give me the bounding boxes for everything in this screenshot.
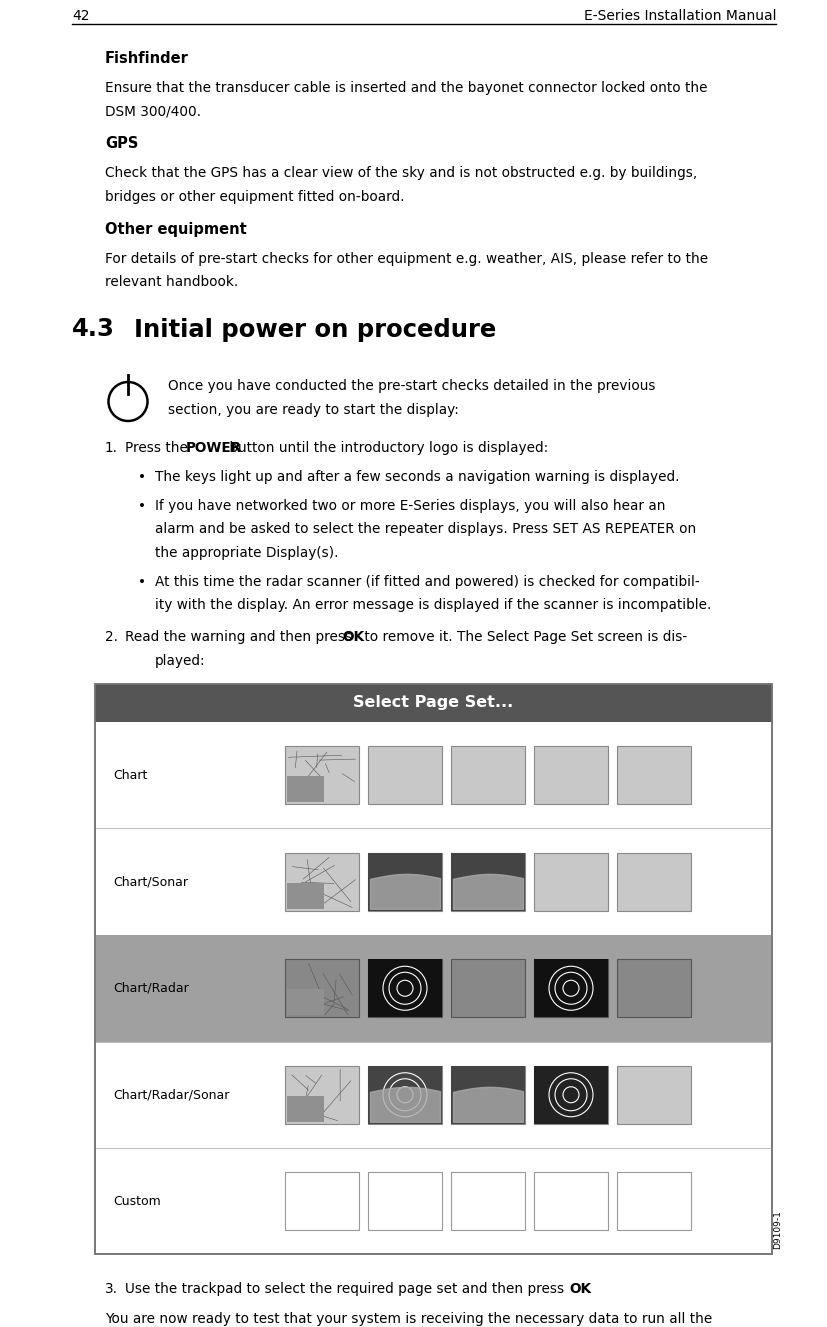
- Text: Once you have conducted the pre-start checks detailed in the previous: Once you have conducted the pre-start ch…: [168, 380, 655, 394]
- Text: bridges or other equipment fitted on-board.: bridges or other equipment fitted on-boa…: [105, 190, 404, 204]
- Text: 42: 42: [72, 9, 89, 23]
- FancyBboxPatch shape: [367, 1066, 442, 1124]
- Text: For details of pre-start checks for other equipment e.g. weather, AIS, please re: For details of pre-start checks for othe…: [105, 252, 707, 265]
- FancyBboxPatch shape: [367, 1066, 442, 1124]
- Text: Press the: Press the: [125, 441, 192, 455]
- FancyBboxPatch shape: [95, 936, 771, 1042]
- Text: Other equipment: Other equipment: [105, 222, 246, 238]
- Text: alarm and be asked to select the repeater displays. Press SET AS REPEATER on: alarm and be asked to select the repeate…: [155, 523, 696, 536]
- FancyBboxPatch shape: [367, 746, 442, 804]
- Text: Custom: Custom: [112, 1194, 160, 1208]
- FancyBboxPatch shape: [287, 1096, 323, 1121]
- Text: section, you are ready to start the display:: section, you are ready to start the disp…: [168, 403, 458, 417]
- Text: OK: OK: [342, 630, 364, 645]
- Text: You are now ready to test that your system is receiving the necessary data to ru: You are now ready to test that your syst…: [105, 1312, 711, 1327]
- Text: Initial power on procedure: Initial power on procedure: [134, 317, 495, 341]
- Text: Read the warning and then press: Read the warning and then press: [125, 630, 356, 645]
- Text: 2.: 2.: [105, 630, 118, 645]
- FancyBboxPatch shape: [451, 1066, 524, 1124]
- FancyBboxPatch shape: [284, 1172, 359, 1230]
- FancyBboxPatch shape: [95, 683, 771, 1254]
- FancyBboxPatch shape: [451, 1066, 524, 1124]
- Text: •: •: [138, 499, 146, 514]
- Text: D9109-1: D9109-1: [772, 1210, 781, 1250]
- FancyBboxPatch shape: [284, 853, 359, 910]
- Text: The keys light up and after a few seconds a navigation warning is displayed.: The keys light up and after a few second…: [155, 470, 679, 484]
- FancyBboxPatch shape: [451, 746, 524, 804]
- Text: to remove it. The Select Page Set screen is dis-: to remove it. The Select Page Set screen…: [360, 630, 686, 645]
- FancyBboxPatch shape: [284, 1066, 359, 1124]
- Text: button until the introductory logo is displayed:: button until the introductory logo is di…: [225, 441, 547, 455]
- FancyBboxPatch shape: [616, 746, 691, 804]
- Text: the appropriate Display(s).: the appropriate Display(s).: [155, 545, 338, 560]
- FancyBboxPatch shape: [451, 959, 524, 1018]
- Text: Use the trackpad to select the required page set and then press: Use the trackpad to select the required …: [125, 1282, 568, 1296]
- FancyBboxPatch shape: [533, 959, 607, 1018]
- Text: played:: played:: [155, 654, 205, 667]
- FancyBboxPatch shape: [451, 853, 524, 910]
- Text: •: •: [138, 575, 146, 589]
- FancyBboxPatch shape: [451, 1172, 524, 1230]
- Text: 4.3: 4.3: [72, 317, 115, 341]
- FancyBboxPatch shape: [367, 1172, 442, 1230]
- Text: ity with the display. An error message is displayed if the scanner is incompatib: ity with the display. An error message i…: [155, 598, 710, 613]
- FancyBboxPatch shape: [284, 746, 359, 804]
- FancyBboxPatch shape: [284, 959, 359, 1018]
- Text: .: .: [586, 1282, 590, 1296]
- FancyBboxPatch shape: [367, 1066, 442, 1124]
- FancyBboxPatch shape: [287, 776, 323, 803]
- Text: Chart/Radar: Chart/Radar: [112, 982, 189, 995]
- FancyBboxPatch shape: [533, 1066, 607, 1124]
- Text: relevant handbook.: relevant handbook.: [105, 276, 238, 289]
- Text: OK: OK: [568, 1282, 590, 1296]
- Text: At this time the radar scanner (if fitted and powered) is checked for compatibil: At this time the radar scanner (if fitte…: [155, 575, 699, 589]
- Text: Chart/Sonar: Chart/Sonar: [112, 876, 188, 888]
- Text: Chart/Radar/Sonar: Chart/Radar/Sonar: [112, 1088, 229, 1101]
- FancyBboxPatch shape: [533, 746, 607, 804]
- Text: GPS: GPS: [105, 137, 138, 151]
- FancyBboxPatch shape: [616, 1172, 691, 1230]
- Text: 1.: 1.: [105, 441, 118, 455]
- FancyBboxPatch shape: [367, 959, 442, 1018]
- FancyBboxPatch shape: [95, 683, 771, 722]
- FancyBboxPatch shape: [451, 853, 524, 910]
- FancyBboxPatch shape: [533, 959, 607, 1018]
- FancyBboxPatch shape: [367, 853, 442, 910]
- FancyBboxPatch shape: [287, 882, 323, 909]
- FancyBboxPatch shape: [533, 1172, 607, 1230]
- Text: POWER: POWER: [185, 441, 241, 455]
- FancyBboxPatch shape: [616, 1066, 691, 1124]
- FancyBboxPatch shape: [616, 959, 691, 1018]
- Text: Fishfinder: Fishfinder: [105, 50, 189, 66]
- Text: If you have networked two or more E-Series displays, you will also hear an: If you have networked two or more E-Seri…: [155, 499, 665, 514]
- FancyBboxPatch shape: [533, 1066, 607, 1124]
- Text: Ensure that the transducer cable is inserted and the bayonet connector locked on: Ensure that the transducer cable is inse…: [105, 81, 706, 96]
- FancyBboxPatch shape: [533, 853, 607, 910]
- Text: Check that the GPS has a clear view of the sky and is not obstructed e.g. by bui: Check that the GPS has a clear view of t…: [105, 166, 696, 180]
- Text: DSM 300/400.: DSM 300/400.: [105, 105, 201, 118]
- FancyBboxPatch shape: [616, 853, 691, 910]
- FancyBboxPatch shape: [287, 989, 323, 1015]
- Text: Chart: Chart: [112, 768, 147, 782]
- Text: Select Page Set...: Select Page Set...: [353, 695, 513, 710]
- FancyBboxPatch shape: [367, 853, 442, 910]
- Text: •: •: [138, 470, 146, 484]
- Text: 3.: 3.: [105, 1282, 118, 1296]
- FancyBboxPatch shape: [367, 959, 442, 1018]
- Text: E-Series Installation Manual: E-Series Installation Manual: [583, 9, 775, 23]
